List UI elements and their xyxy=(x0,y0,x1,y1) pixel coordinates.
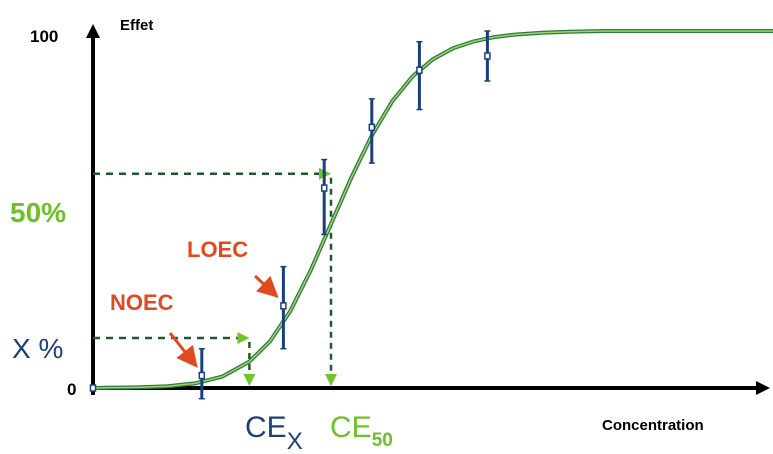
ce50-label: CE50 xyxy=(330,411,393,451)
ce50-subscript: 50 xyxy=(372,430,393,451)
x-axis-label: Concentration xyxy=(602,417,704,434)
data-point-2 xyxy=(280,302,287,310)
x-percent-label: X % xyxy=(12,333,63,364)
fifty-percent-label: 50% xyxy=(10,197,66,228)
x-axis-arrow xyxy=(756,381,770,395)
axes xyxy=(86,24,770,395)
noec-label: NOEC xyxy=(110,290,174,315)
cex-label: CEX xyxy=(245,411,303,454)
data-points xyxy=(89,30,491,400)
noec-arrow xyxy=(168,332,198,368)
y-tick-100: 100 xyxy=(30,27,58,46)
reference-guides xyxy=(93,167,337,386)
data-point-1 xyxy=(198,371,206,380)
fitted-curve xyxy=(92,29,773,390)
data-point-0 xyxy=(89,384,97,392)
fitted-curve-highlight xyxy=(92,30,773,389)
data-point-4 xyxy=(368,123,376,132)
loec-arrow xyxy=(253,274,279,298)
vertical-guide-arrow-1 xyxy=(325,374,337,386)
cex-subscript: X xyxy=(287,428,303,454)
data-point-5 xyxy=(416,66,423,75)
y-axis-label: Effet xyxy=(120,17,153,34)
cex-main: CE xyxy=(245,411,287,444)
data-point-6 xyxy=(484,52,491,60)
vertical-guide-arrow-0 xyxy=(243,374,256,386)
loec-label: LOEC xyxy=(187,237,248,262)
data-point-3 xyxy=(320,184,328,192)
horizontal-guide-arrow-0 xyxy=(237,332,250,345)
y-axis-arrow xyxy=(86,24,100,38)
ce50-main: CE xyxy=(330,411,372,444)
y-tick-0: 0 xyxy=(67,380,76,399)
